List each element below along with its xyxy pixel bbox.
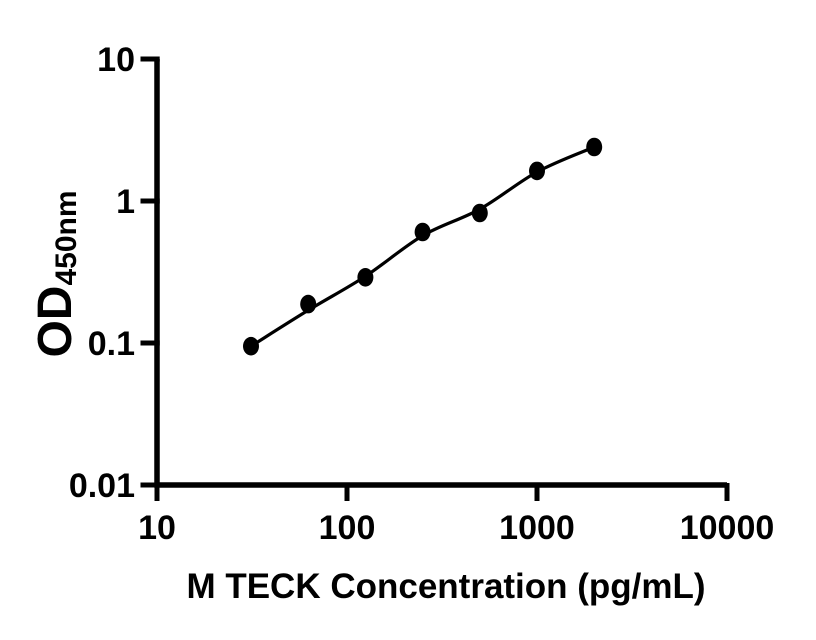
data-point	[357, 268, 374, 287]
x-axis-title: M TECK Concentration (pg/mL)	[186, 567, 705, 606]
y-tick-label: 0.1	[88, 325, 135, 363]
data-point	[300, 294, 317, 314]
x-tick-label: 100	[319, 509, 376, 547]
data-point	[243, 336, 259, 356]
y-tick-label: 1	[116, 183, 135, 221]
data-point	[414, 222, 431, 242]
axes-spine	[154, 59, 727, 488]
y-tick-label: 10	[97, 41, 135, 79]
x-tick-label: 10	[138, 509, 176, 547]
y-tick-label: 0.01	[69, 467, 135, 505]
y-axis-title-subscript: 450nm	[50, 190, 83, 285]
data-point	[529, 161, 545, 181]
x-tick-label: 10000	[680, 509, 775, 547]
data-point	[471, 203, 488, 223]
y-axis-title: OD450nm	[29, 190, 83, 357]
x-tick-label: 1000	[499, 509, 575, 547]
data-point	[586, 137, 603, 157]
